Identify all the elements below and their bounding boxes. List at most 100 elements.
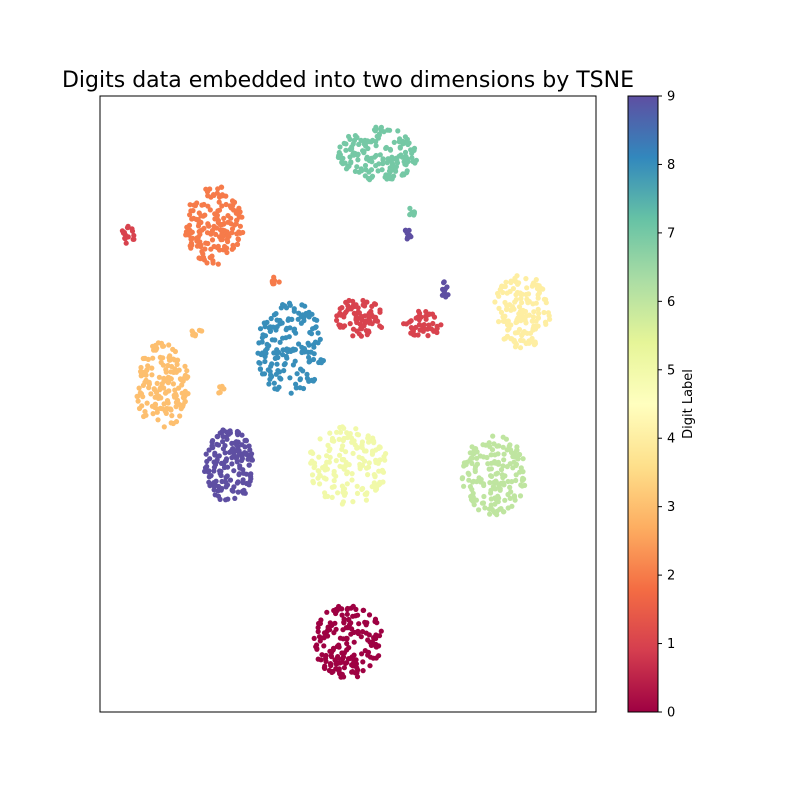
data-point-digit-7 [395, 128, 401, 134]
data-point-digit-9 [212, 462, 219, 468]
data-point-digit-0 [317, 638, 323, 644]
data-point-digit-1 [409, 326, 415, 332]
data-point-digit-6 [480, 500, 487, 506]
data-point-digit-0 [351, 629, 357, 636]
data-point-digit-1 [334, 317, 340, 323]
data-point-digit-6 [514, 444, 520, 450]
data-point-digit-3 [168, 369, 174, 375]
data-point-digit-5 [366, 460, 372, 466]
data-point-digit-2 [219, 203, 225, 209]
data-point-digit-2 [214, 190, 220, 196]
data-point-digit-0 [332, 620, 338, 626]
data-point-digit-4 [497, 287, 503, 293]
data-point-digit-3 [177, 413, 183, 419]
data-point-digit-6 [509, 503, 515, 509]
data-point-digit-5 [363, 497, 369, 503]
data-point-digit-2 [190, 208, 196, 214]
data-point-digit-6 [504, 464, 510, 470]
data-point-digit-7 [364, 156, 370, 162]
data-point-digit-3 [176, 385, 182, 391]
data-point-digit-3 [140, 382, 146, 388]
data-point-digit-1 [337, 324, 343, 330]
data-point-digit-9 [202, 468, 208, 474]
data-point-digit-6 [486, 506, 492, 512]
data-point-digit-3 [172, 348, 178, 355]
data-point-digit-9 [220, 446, 226, 452]
data-point-digit-5 [371, 472, 377, 478]
data-point-digit-0 [366, 612, 373, 618]
data-point-digit-7 [384, 160, 390, 166]
data-point-digit-4 [508, 279, 514, 286]
data-point-digit-7 [404, 170, 410, 176]
data-point-digit-8 [293, 330, 299, 336]
data-point-digit-6 [501, 451, 507, 457]
data-point-digit-3 [156, 374, 162, 380]
data-point-digit-8 [291, 306, 297, 312]
data-point-digit-6 [488, 452, 494, 458]
data-point-digit-9 [219, 485, 225, 492]
data-point-digit-9 [214, 441, 220, 447]
data-point-digit-1 [413, 315, 419, 321]
data-point-digit-4 [514, 289, 521, 296]
data-point-digit-3 [149, 365, 155, 371]
data-point-digit-7 [371, 154, 378, 160]
data-point-digit-0 [355, 628, 361, 634]
data-point-digit-6 [461, 483, 467, 489]
data-point-digit-0 [352, 670, 358, 676]
data-point-digit-7 [350, 141, 356, 147]
data-point-digit-6 [522, 482, 528, 488]
data-point-digit-2 [205, 203, 211, 209]
data-point-digit-0 [345, 605, 351, 612]
data-point-digit-5 [359, 445, 365, 451]
data-point-digit-7 [337, 144, 343, 150]
data-point-digit-7 [393, 168, 399, 174]
data-point-digit-1 [337, 306, 343, 312]
data-point-digit-7 [339, 156, 345, 162]
data-point-digit-5 [326, 459, 332, 465]
data-point-digit-7 [391, 156, 397, 162]
data-point-digit-9 [243, 438, 249, 444]
data-point-digit-6 [507, 484, 513, 490]
data-point-digit-4 [540, 286, 546, 292]
data-point-digit-1 [431, 314, 438, 320]
data-point-digit-2 [208, 230, 214, 236]
data-point-digit-0 [311, 635, 317, 642]
data-point-digit-0 [354, 674, 361, 680]
data-point-digit-1 [426, 322, 432, 328]
data-point-digit-9 [231, 452, 237, 458]
data-point-digit-3 [161, 401, 167, 407]
data-point-digit-1 [410, 331, 417, 337]
data-point-digit-5 [327, 430, 333, 436]
data-point-digit-8 [288, 390, 294, 396]
data-point-digit-6 [520, 475, 526, 481]
data-point-digit-0 [341, 665, 347, 671]
data-point-digit-3 [159, 406, 165, 412]
data-point-digit-7 [360, 148, 366, 154]
data-point-digit-2 [220, 247, 226, 253]
data-point-digit-6 [487, 480, 493, 486]
data-point-digit-2 [195, 223, 202, 229]
data-point-digit-1 [425, 333, 431, 339]
data-point-digit-0 [315, 656, 321, 662]
data-point-digit-6 [503, 436, 509, 442]
data-point-digit-5 [329, 494, 335, 500]
data-point-digit-5 [369, 451, 375, 457]
data-point-digit-7 [411, 158, 417, 165]
data-point-digit-5 [340, 443, 346, 449]
data-point-digit-3 [157, 387, 163, 393]
data-point-digit-8 [294, 371, 300, 377]
data-point-digit-9 [232, 440, 238, 446]
data-point-digit-5 [339, 501, 345, 507]
data-point-digit-8 [276, 384, 282, 390]
data-point-digit-5 [350, 499, 356, 505]
data-point-digit-0 [378, 628, 384, 634]
data-point-digit-6 [515, 456, 521, 462]
data-point-digit-5 [331, 471, 337, 477]
data-point-digit-6 [471, 478, 477, 484]
data-point-digit-9 [406, 227, 412, 233]
data-point-digit-4 [505, 318, 511, 324]
data-point-digit-4 [512, 299, 518, 305]
data-point-digit-7 [370, 137, 376, 143]
colorbar-tick-label: 0 [667, 706, 675, 721]
data-point-digit-8 [289, 316, 295, 322]
